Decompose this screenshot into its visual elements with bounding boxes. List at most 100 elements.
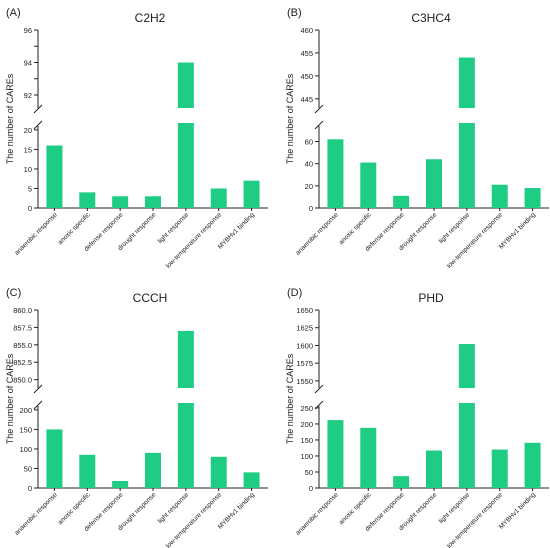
y-tick-label-lower: 0 (28, 484, 32, 493)
y-tick-label-lower: 150 (300, 436, 313, 445)
bar (210, 188, 227, 208)
bar (46, 145, 63, 208)
bar-segment-lower (458, 403, 475, 488)
x-tick-label: low-temperature response (446, 491, 505, 548)
x-tick-label: light response (438, 211, 472, 245)
bar-segment-lower (177, 123, 194, 208)
x-tick-label: anoxic specific (338, 211, 373, 246)
x-tick-label: low-temperature response (165, 211, 224, 270)
y-tick-label-lower: 40 (305, 160, 313, 169)
chart-title: C3HC4 (411, 11, 451, 25)
y-tick-label-upper: 1625 (296, 324, 313, 333)
x-tick-label: MYBHv1 binding (498, 211, 537, 250)
axis-break-mark (33, 120, 43, 130)
axis-break-mark (33, 400, 43, 410)
chart-panel-4: (D) PHD The number of CAREs 1550 1575 1600 162… (285, 287, 549, 548)
bar (524, 188, 541, 208)
x-tick-label: anaerobic response (295, 211, 341, 257)
bar (426, 159, 442, 208)
y-tick-label-lower: 250 (300, 404, 313, 413)
bar (393, 476, 410, 488)
bar-segment-upper (458, 344, 475, 388)
x-tick-label: low-temperature response (446, 211, 505, 270)
y-tick-label-lower: 20 (305, 182, 313, 191)
bar-segment-upper (458, 57, 475, 108)
y-tick-label-lower: 0 (309, 484, 313, 493)
x-tick-label: MYBHv1 binding (498, 491, 537, 530)
y-axis-label: The number of CAREs (285, 73, 295, 164)
bar-segment-upper (177, 62, 194, 108)
axis-break-mark (314, 104, 324, 114)
bar (524, 442, 541, 488)
x-tick-label: light response (438, 491, 472, 525)
bar (426, 450, 442, 488)
y-axis-label: The number of CAREs (5, 353, 15, 444)
bar (491, 449, 508, 488)
y-tick-label-upper: 857.5 (13, 323, 32, 332)
x-tick-label: anaerobic response (14, 491, 60, 537)
y-tick-label-lower: 0 (28, 204, 32, 213)
y-tick-label-upper: 94 (24, 59, 32, 68)
bar (360, 427, 377, 488)
y-tick-label-upper: 1650 (296, 306, 313, 315)
bar (46, 429, 63, 488)
chart-panel-2: (B) C3HC4 The number of CAREs 445 450 455 460 0… (285, 7, 549, 270)
bar-segment-upper (177, 330, 194, 388)
axis-break-mark (33, 384, 43, 394)
x-tick-label: anoxic specific (57, 211, 92, 246)
bar (112, 196, 129, 208)
x-tick-label: anaerobic response (295, 491, 341, 537)
bar (393, 195, 410, 208)
y-tick-label-lower: 50 (24, 464, 32, 473)
x-tick-label: anoxic specific (338, 491, 373, 526)
bar-segment-lower (458, 123, 475, 208)
axis-break-mark (314, 384, 324, 394)
bar-segment-lower (177, 403, 194, 488)
y-tick-label-upper: 455 (300, 49, 313, 58)
y-tick-label-lower: 200 (300, 420, 313, 429)
y-tick-label-lower: 20 (24, 126, 32, 135)
y-tick-label-lower: 5 (28, 184, 32, 193)
panel-label: (D) (287, 287, 302, 299)
x-tick-label: anaerobic response (14, 211, 60, 257)
y-tick-label-lower: 0 (309, 204, 313, 213)
x-tick-label: MYBHv1 binding (217, 491, 256, 530)
panel-label: (A) (6, 7, 21, 19)
panel-label: (B) (287, 7, 302, 19)
y-tick-label-upper: 855.0 (13, 341, 32, 350)
bar (243, 180, 260, 208)
y-tick-label-upper: 450 (300, 72, 313, 81)
bar (327, 139, 344, 208)
bar (210, 456, 227, 488)
bar (79, 192, 96, 208)
x-tick-label: MYBHv1 binding (217, 211, 256, 250)
y-tick-label-lower: 200 (19, 406, 32, 415)
bar (491, 184, 508, 208)
y-tick-label-upper: 445 (300, 95, 313, 104)
bar (145, 452, 161, 488)
bar (145, 196, 161, 208)
y-tick-label-upper: 460 (300, 26, 313, 35)
y-tick-label-lower: 50 (305, 468, 313, 477)
x-tick-label: light response (157, 211, 191, 245)
bar (112, 480, 129, 488)
y-tick-label-upper: 852.5 (13, 358, 32, 367)
bar (243, 472, 260, 488)
y-tick-label-lower: 100 (19, 445, 32, 454)
y-tick-label-lower: 10 (24, 165, 32, 174)
chart-title: CCCH (133, 291, 168, 305)
x-tick-label: light response (157, 491, 191, 525)
y-tick-label-upper: 850.0 (13, 376, 32, 385)
y-tick-label-lower: 15 (24, 145, 32, 154)
axis-break-mark (314, 120, 324, 130)
y-tick-label-upper: 1575 (296, 359, 313, 368)
y-axis-label: The number of CAREs (5, 73, 15, 164)
chart-panel-1: (A) C2H2 The number of CAREs 92 94 96 0 5 10 15 20… (5, 7, 268, 270)
chart-title: PHD (418, 291, 444, 305)
bar (360, 162, 377, 208)
x-tick-label: low-temperature response (165, 491, 224, 548)
bar (327, 420, 344, 488)
panel-label: (C) (6, 287, 21, 299)
y-tick-label-upper: 92 (24, 91, 32, 100)
